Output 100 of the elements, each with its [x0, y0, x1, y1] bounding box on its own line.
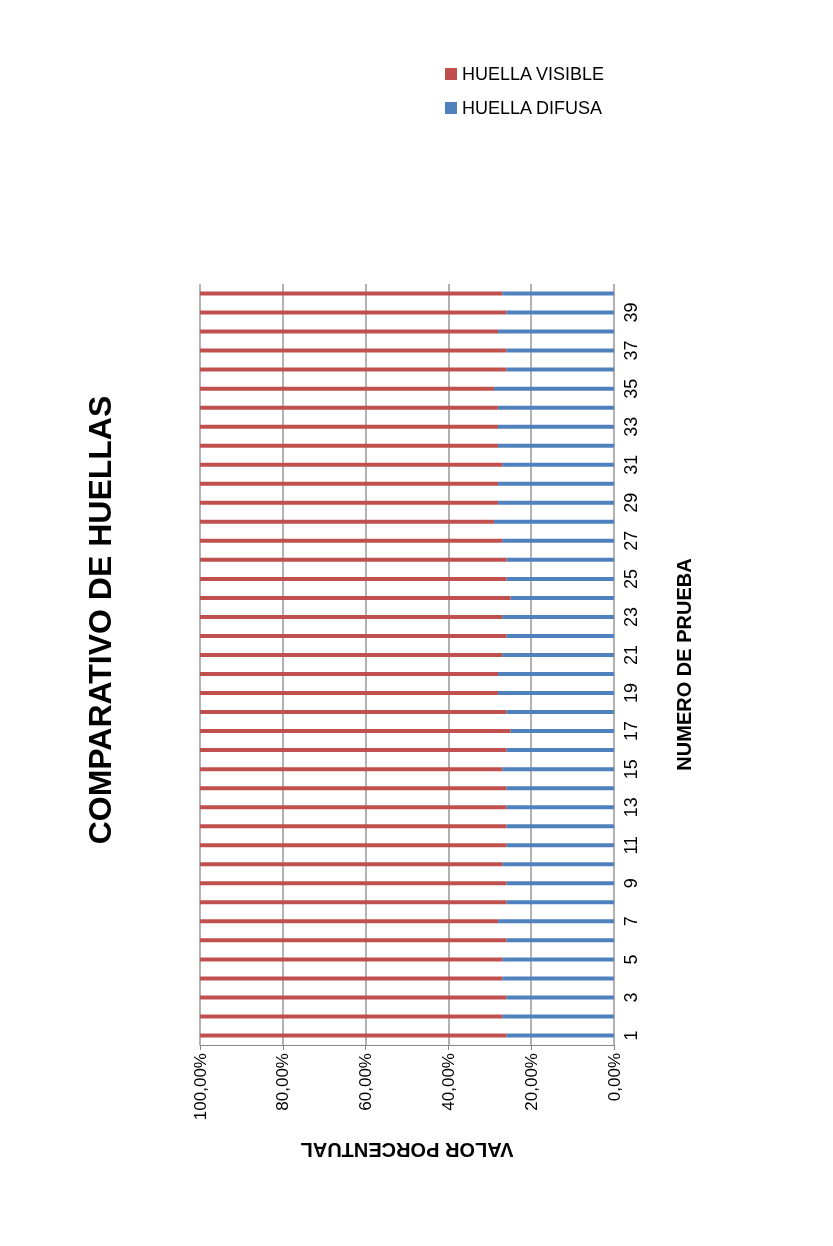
bar	[498, 424, 614, 429]
x-tick-label: 0,00%	[604, 1053, 624, 1102]
bar	[200, 405, 499, 410]
bar	[506, 310, 614, 315]
y-tick-label: 39	[621, 302, 641, 323]
y-tick-label: 23	[621, 606, 641, 627]
bar	[200, 652, 503, 657]
y-tick-label: 33	[621, 416, 641, 437]
bar	[498, 500, 614, 505]
bar	[506, 633, 614, 638]
y-tick-label: 31	[621, 454, 641, 475]
bar	[502, 614, 614, 619]
y-tick-label: 15	[621, 759, 641, 780]
bar	[502, 1014, 614, 1019]
bar	[200, 748, 507, 753]
y-tick-label: 19	[621, 683, 641, 704]
x-tick-label: 40,00%	[438, 1053, 458, 1111]
bar	[502, 767, 614, 772]
bar	[506, 900, 614, 905]
text: COMPARATIVO DE HUELLAS	[82, 395, 118, 845]
y-axis-title: NUMERO DE PRUEBA	[673, 558, 695, 771]
x-tick-label: 20,00%	[521, 1053, 541, 1111]
y-tick-label: 17	[621, 721, 641, 742]
bar	[200, 843, 507, 848]
bar	[200, 500, 499, 505]
legend-label: HUELLA DIFUSA	[462, 98, 603, 118]
bar	[200, 614, 503, 619]
bar	[506, 576, 614, 581]
y-tick-label: 37	[621, 340, 641, 361]
bar	[200, 329, 499, 334]
bar	[200, 443, 499, 448]
bar	[498, 329, 614, 334]
y-tick-label: 9	[621, 878, 641, 889]
y-tick-label: 21	[621, 644, 641, 665]
bar	[506, 938, 614, 943]
bar	[200, 729, 511, 734]
legend-label: HUELLA VISIBLE	[462, 64, 605, 84]
bar	[200, 919, 499, 924]
bar	[200, 691, 499, 696]
bar	[502, 652, 614, 657]
bar	[200, 519, 494, 524]
bar	[200, 367, 507, 372]
bar	[506, 557, 614, 562]
bar	[506, 748, 614, 753]
y-tick-label: 3	[621, 992, 641, 1003]
bar	[200, 424, 499, 429]
bar	[502, 538, 614, 543]
bar	[506, 995, 614, 1000]
bar	[502, 291, 614, 296]
bar	[200, 538, 503, 543]
bar	[200, 957, 503, 962]
bar	[200, 805, 507, 810]
bar	[498, 443, 614, 448]
bar	[498, 481, 614, 486]
y-tick-label: 25	[621, 568, 641, 589]
x-tick-label: 100,00%	[190, 1053, 210, 1121]
bar	[200, 291, 503, 296]
bar	[200, 862, 503, 867]
bar	[506, 348, 614, 353]
bar	[200, 767, 503, 772]
y-tick-label: 1	[621, 1030, 641, 1041]
bar	[200, 348, 507, 353]
x-axis-title: VALOR PORCENTUAL	[300, 1139, 514, 1161]
bar	[200, 310, 507, 315]
bar	[506, 786, 614, 791]
bar	[200, 976, 503, 981]
bar	[502, 862, 614, 867]
bar	[200, 595, 511, 600]
x-tick-label: 60,00%	[356, 1053, 376, 1111]
bar	[200, 1014, 503, 1019]
bar	[200, 938, 507, 943]
bar	[200, 1033, 507, 1038]
y-tick-label: 27	[621, 530, 641, 551]
bar	[200, 995, 507, 1000]
bar	[502, 462, 614, 467]
bar	[200, 672, 499, 677]
y-tick-label: 5	[621, 954, 641, 965]
bar	[506, 367, 614, 372]
bar	[493, 519, 614, 524]
bar	[200, 576, 507, 581]
bar	[506, 824, 614, 829]
bar	[200, 386, 494, 391]
bar	[506, 881, 614, 886]
bar	[498, 919, 614, 924]
bar	[200, 900, 507, 905]
bar	[498, 672, 614, 677]
bar	[510, 595, 614, 600]
y-tick-label: 11	[621, 835, 641, 855]
bar	[200, 557, 507, 562]
bar	[200, 633, 507, 638]
bar	[498, 405, 614, 410]
bar	[200, 824, 507, 829]
bar	[200, 881, 507, 886]
bar	[498, 691, 614, 696]
y-tick-label: 7	[621, 916, 641, 927]
bar	[506, 843, 614, 848]
bar	[506, 1033, 614, 1038]
bar	[510, 729, 614, 734]
bar	[200, 481, 499, 486]
y-tick-label: 35	[621, 378, 641, 399]
